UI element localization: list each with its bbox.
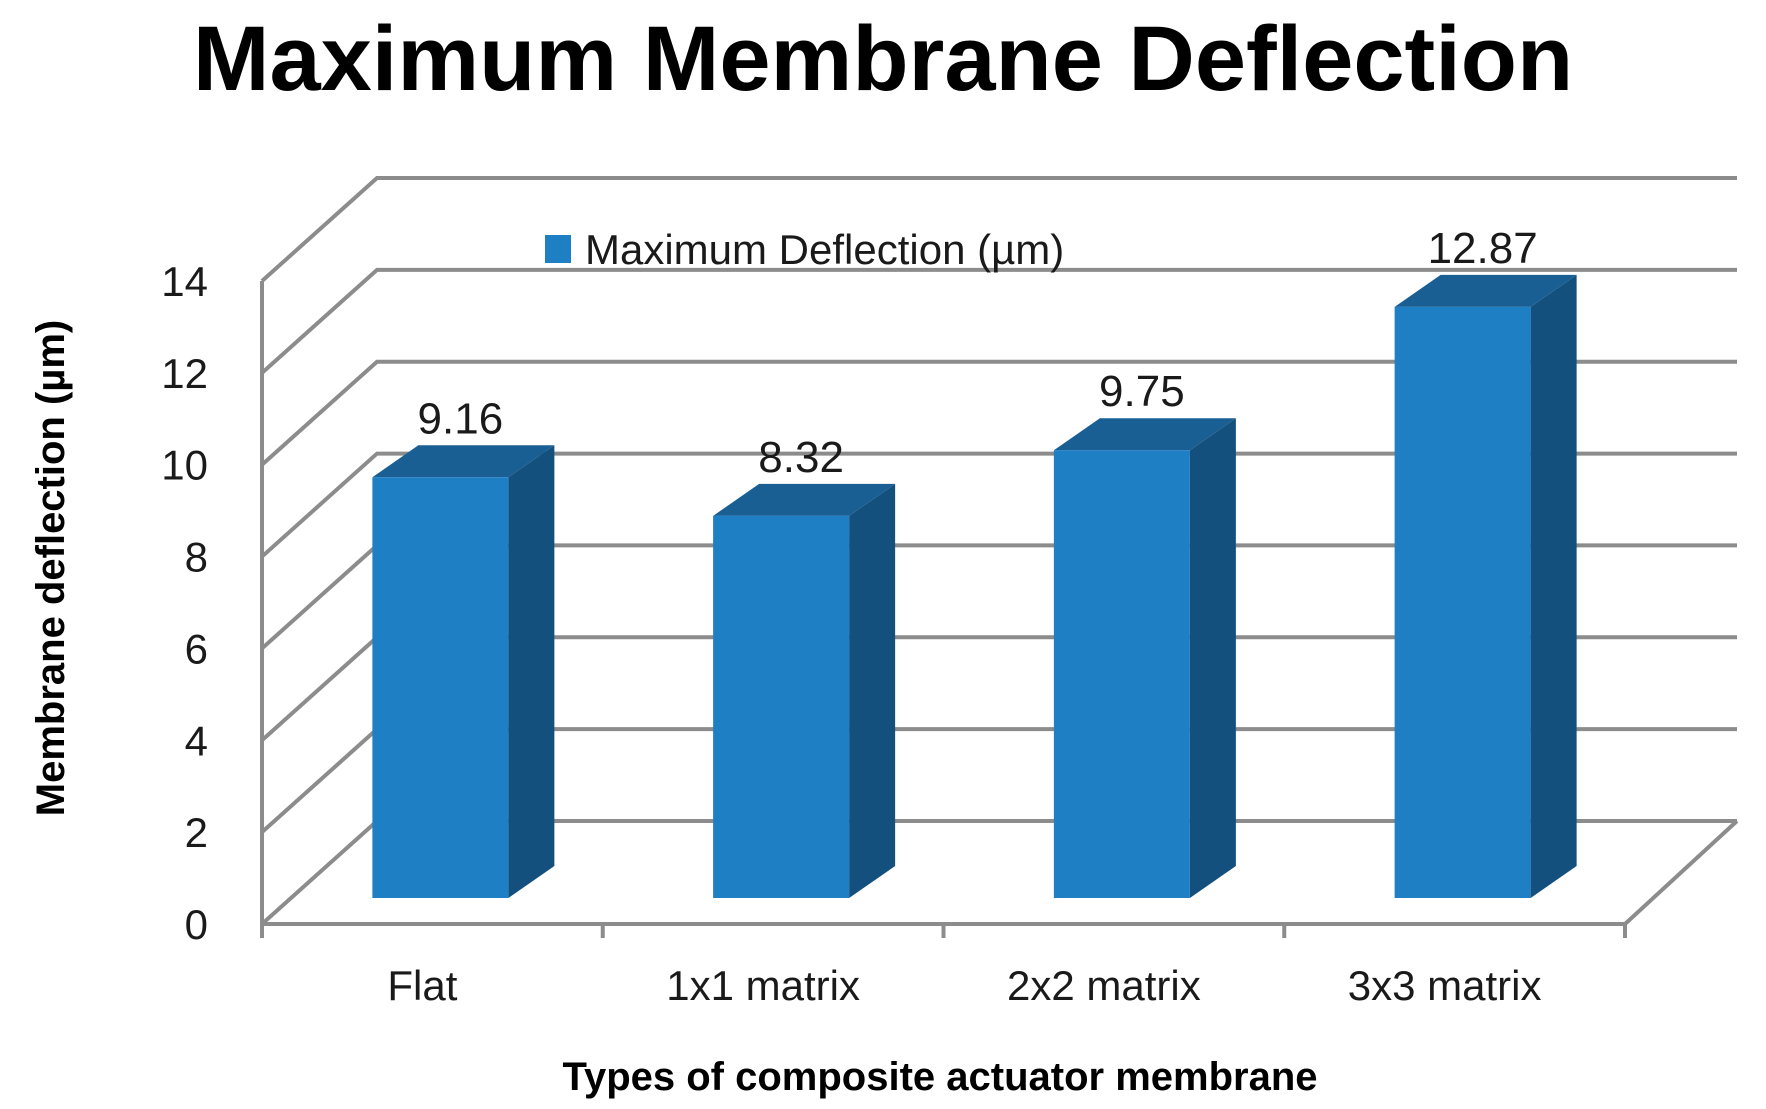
bar <box>372 445 555 898</box>
data-label: 9.16 <box>418 394 504 443</box>
x-axis-title: Types of composite actuator membrane <box>563 1055 1318 1099</box>
axes <box>260 281 1739 938</box>
x-tick-label: Flat <box>387 962 457 1009</box>
y-tick-label: 14 <box>161 258 208 305</box>
bars <box>372 274 1577 898</box>
bar-top <box>1053 418 1236 451</box>
bar-side <box>1530 274 1577 898</box>
x-tick-label: 2x2 matrix <box>1007 962 1201 1009</box>
legend-swatch <box>545 235 571 263</box>
y-axis-title: Membrane deflection (µm) <box>29 320 73 816</box>
bar <box>713 483 896 898</box>
y-tick-label: 12 <box>161 350 208 397</box>
chart-title: Maximum Membrane Deflection <box>193 8 1573 110</box>
bar-front <box>713 515 850 898</box>
bar-front <box>372 477 509 898</box>
floor-right-edge <box>1623 819 1739 926</box>
bar-top <box>1394 274 1577 307</box>
data-label: 9.75 <box>1099 367 1185 416</box>
bar-front <box>1394 306 1531 898</box>
legend-label: Maximum Deflection (µm) <box>585 226 1064 273</box>
bar-top <box>372 445 555 478</box>
bar-side <box>508 445 555 898</box>
y-tick-label: 10 <box>161 442 208 489</box>
y-tick-label: 0 <box>185 901 208 948</box>
bar-side <box>849 483 896 898</box>
gridline <box>260 359 1737 467</box>
bar <box>1053 418 1236 898</box>
y-tick-label: 2 <box>185 809 208 856</box>
bar-top <box>713 483 896 516</box>
legend: Maximum Deflection (µm) <box>545 226 1064 273</box>
y-tick-label: 6 <box>185 625 208 672</box>
gridline <box>260 267 1737 375</box>
data-label: 12.87 <box>1428 224 1538 273</box>
x-tick-label: 1x1 matrix <box>666 962 860 1009</box>
gridline <box>260 176 1737 283</box>
x-tick-label: 3x3 matrix <box>1348 962 1542 1009</box>
y-tick-label: 4 <box>185 717 208 764</box>
bar-front <box>1053 450 1190 898</box>
y-tick-labels: 0 2 4 6 8 10 12 14 <box>161 258 208 948</box>
bar <box>1394 274 1577 898</box>
data-label: 8.32 <box>758 433 844 482</box>
data-labels: 9.16 8.32 9.75 12.87 <box>418 224 1538 482</box>
bar-side <box>1189 418 1236 898</box>
x-tick-labels: Flat 1x1 matrix 2x2 matrix 3x3 matrix <box>387 962 1541 1009</box>
gridline <box>260 451 1737 559</box>
y-tick-label: 8 <box>185 534 208 581</box>
